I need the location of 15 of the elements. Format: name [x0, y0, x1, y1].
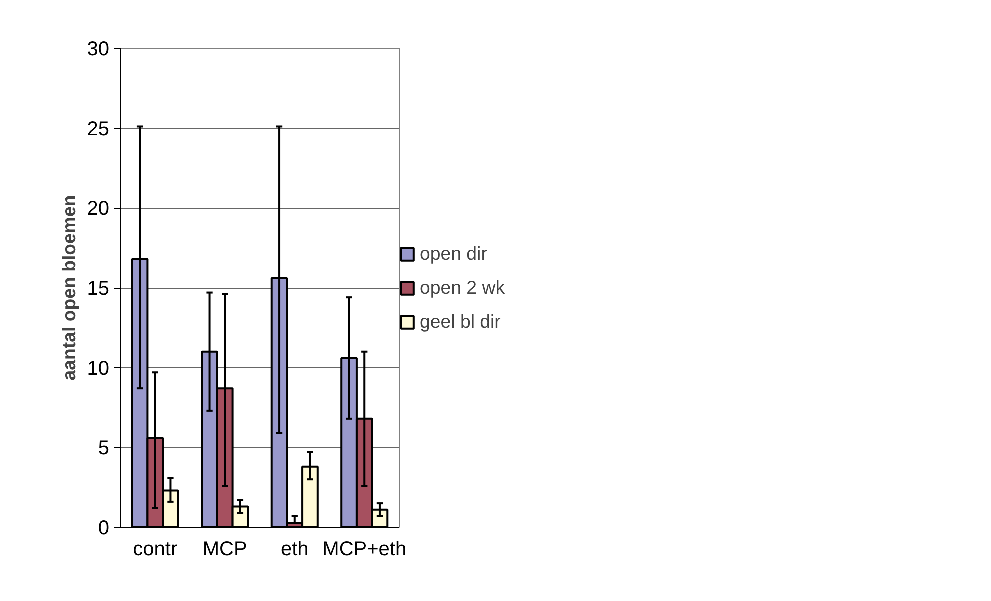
legend-label: open dir	[420, 242, 488, 264]
y-tick-label: 0	[98, 518, 110, 540]
legend-label: open 2 wk	[420, 276, 506, 298]
y-tick-label: 30	[87, 38, 110, 60]
legend-label: geel bl dir	[420, 310, 501, 332]
y-axis-title: aantal open bloemen	[58, 195, 80, 381]
y-tick-label: 5	[98, 438, 110, 460]
y-tick-label: 15	[87, 278, 110, 300]
y-tick-label: 20	[87, 198, 110, 220]
x-tick-label: contr	[133, 538, 178, 560]
x-tick-label: MCP+eth	[322, 538, 407, 560]
y-tick-label: 10	[87, 358, 110, 380]
x-tick-label: eth	[280, 538, 309, 560]
x-tick-label: MCP	[202, 538, 248, 560]
y-tick-label: 25	[87, 118, 110, 140]
